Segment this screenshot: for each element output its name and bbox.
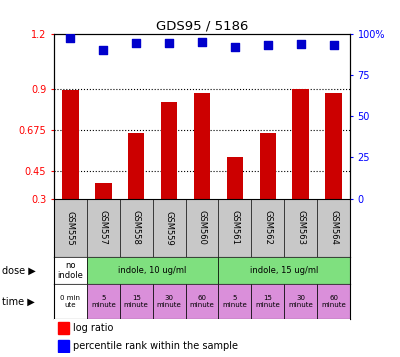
Title: GDS95 / 5186: GDS95 / 5186 <box>156 20 248 33</box>
Point <box>264 42 271 48</box>
Point <box>133 40 140 46</box>
Point <box>298 41 304 47</box>
Text: 30
minute: 30 minute <box>157 295 182 308</box>
Bar <box>218 284 251 319</box>
Text: GSM555: GSM555 <box>66 211 75 245</box>
Bar <box>251 284 284 319</box>
Point <box>166 40 172 46</box>
Bar <box>284 284 317 319</box>
Bar <box>58 322 69 335</box>
Text: percentile rank within the sample: percentile rank within the sample <box>73 341 238 351</box>
Bar <box>54 257 87 284</box>
Text: time ▶: time ▶ <box>2 296 35 306</box>
Point <box>67 35 74 41</box>
Bar <box>325 94 342 198</box>
Bar <box>194 94 210 198</box>
Text: indole, 15 ug/ml: indole, 15 ug/ml <box>250 266 318 275</box>
Text: GSM562: GSM562 <box>263 211 272 245</box>
Bar <box>218 257 350 284</box>
Bar <box>58 340 69 352</box>
Point <box>330 42 337 48</box>
Bar <box>62 90 79 198</box>
Bar <box>87 257 218 284</box>
Text: 5
minute: 5 minute <box>91 295 116 308</box>
Text: 30
minute: 30 minute <box>288 295 313 308</box>
Text: 60
minute: 60 minute <box>321 295 346 308</box>
Text: 0 min
ute: 0 min ute <box>60 295 80 308</box>
Point <box>199 39 205 45</box>
Text: 60
minute: 60 minute <box>190 295 214 308</box>
Bar <box>87 284 120 319</box>
Bar <box>120 284 153 319</box>
Bar <box>317 284 350 319</box>
Bar <box>128 133 144 198</box>
Text: 15
minute: 15 minute <box>124 295 148 308</box>
Bar <box>161 102 177 198</box>
Text: 5
minute: 5 minute <box>222 295 247 308</box>
Bar <box>227 157 243 198</box>
Text: indole, 10 ug/ml: indole, 10 ug/ml <box>118 266 187 275</box>
Text: 15
minute: 15 minute <box>256 295 280 308</box>
Text: log ratio: log ratio <box>73 323 114 333</box>
Text: GSM561: GSM561 <box>230 211 239 245</box>
Bar <box>153 284 186 319</box>
Point <box>232 44 238 50</box>
Text: GSM557: GSM557 <box>99 211 108 245</box>
Text: GSM559: GSM559 <box>165 211 174 245</box>
Bar <box>95 183 112 198</box>
Text: dose ▶: dose ▶ <box>2 266 36 276</box>
Text: no
indole: no indole <box>58 261 83 280</box>
Text: GSM558: GSM558 <box>132 211 141 245</box>
Text: GSM563: GSM563 <box>296 210 305 245</box>
Point <box>100 47 106 52</box>
Bar <box>54 284 87 319</box>
Text: GSM560: GSM560 <box>198 211 206 245</box>
Bar <box>186 284 218 319</box>
Bar <box>292 89 309 198</box>
Bar <box>260 133 276 198</box>
Text: GSM564: GSM564 <box>329 211 338 245</box>
